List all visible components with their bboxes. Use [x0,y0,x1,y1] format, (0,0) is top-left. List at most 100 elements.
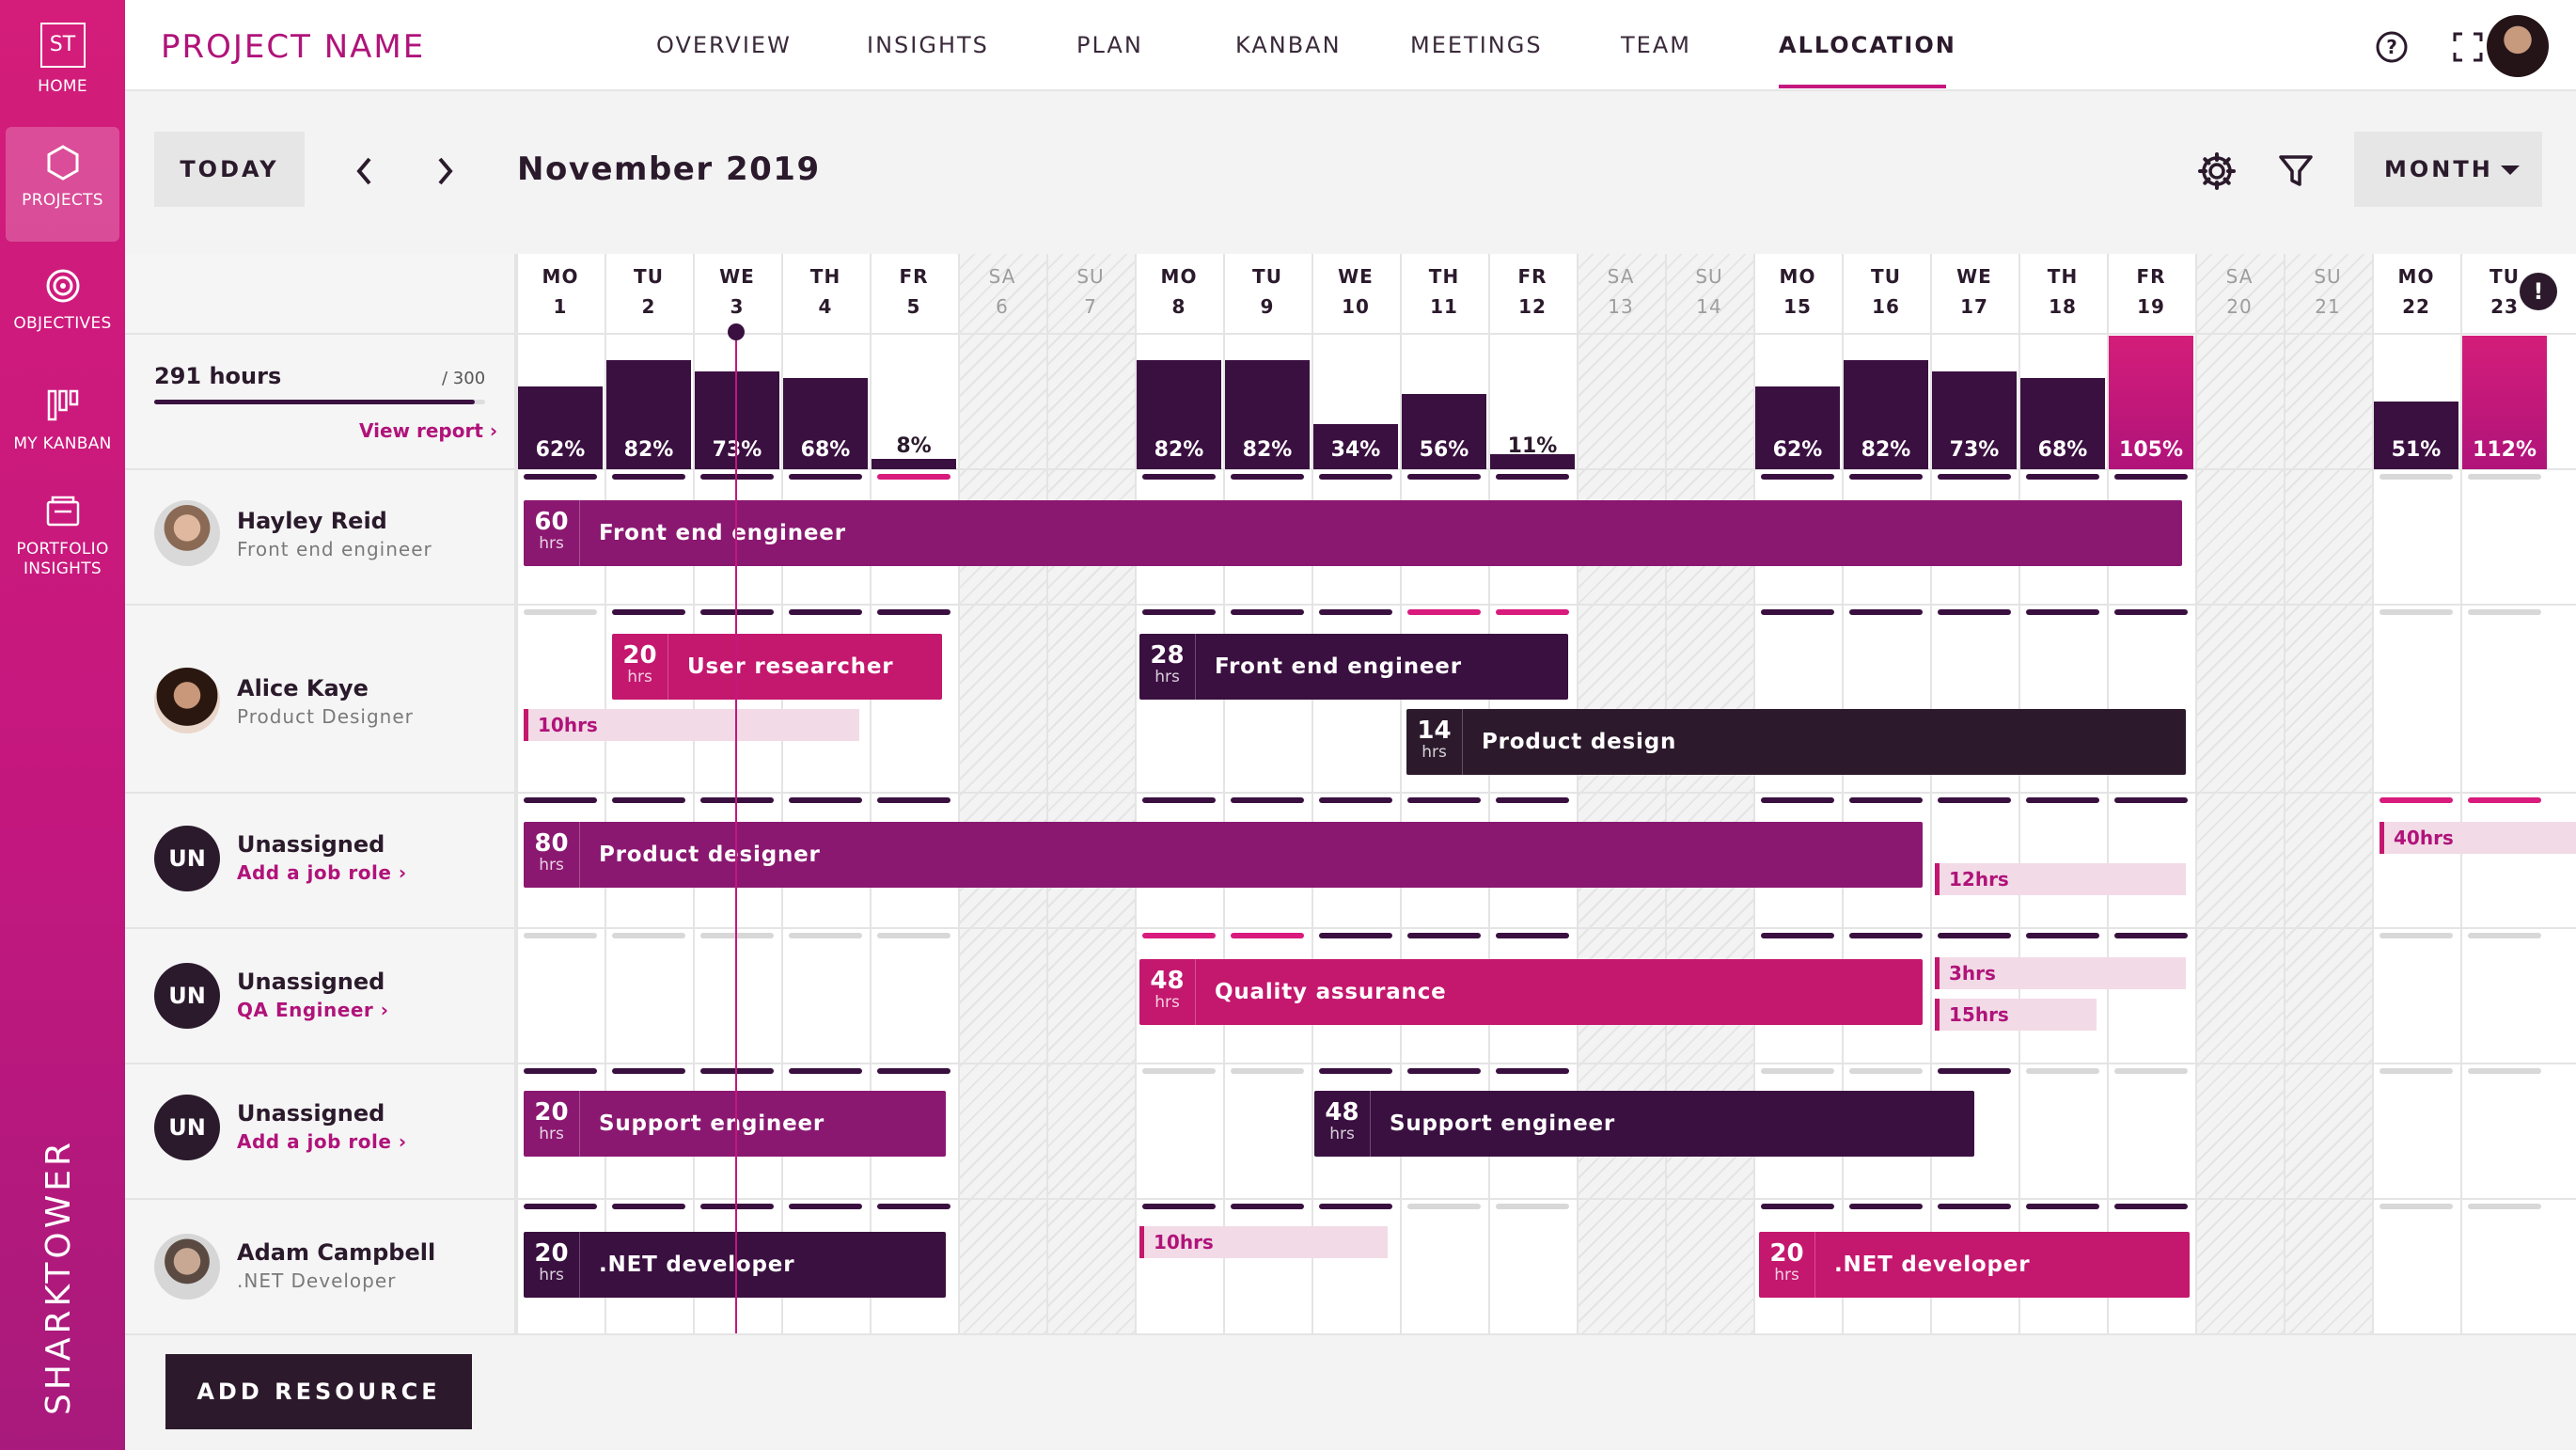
utilization-bar[interactable]: 68% [2020,378,2105,469]
allocation-bar[interactable]: 20 hrs User researcher [612,634,942,700]
daily-load-indicator [1938,1204,2011,1209]
allocation-bar[interactable]: 14 hrs Product design [1406,709,2186,775]
daily-load-indicator [2380,1068,2453,1074]
next-month-button[interactable] [435,155,454,196]
daily-load-indicator [612,1068,685,1074]
sidebar-item-objectives[interactable]: OBJECTIVES [6,267,119,361]
tab-overview[interactable]: OVERVIEW [656,32,792,58]
daily-load-indicator [1496,1068,1569,1074]
filter-icon[interactable] [2277,152,2315,190]
utilization-bar[interactable]: 56% [1402,394,1486,469]
tab-plan[interactable]: PLAN [1076,32,1143,58]
utilization-label: 11% [1507,434,1558,458]
day-number: 10 [1342,295,1370,318]
daily-load-indicator [2468,933,2541,938]
daily-load-indicator [1319,933,1392,938]
tentative-allocation[interactable]: 15hrs [1935,999,2097,1031]
view-select[interactable]: MONTH [2354,132,2542,207]
day-number: 14 [1696,295,1722,318]
view-report-link[interactable]: View report › [359,419,498,442]
hours-capacity: / 300 [442,369,486,388]
day-of-week: SA [1607,265,1635,288]
sidebar-item-home[interactable]: ST HOME [6,23,119,107]
day-column [958,254,1046,1333]
utilization-bar[interactable]: 105% [2109,336,2193,469]
daily-load-indicator [789,1068,862,1074]
utilization-bar[interactable]: 8% [872,434,956,469]
daily-load-indicator [1761,1068,1834,1074]
utilization-bar[interactable]: 11% [1490,434,1575,469]
tab-kanban[interactable]: KANBAN [1235,32,1342,58]
tab-allocation[interactable]: ALLOCATION [1779,32,1956,58]
day-of-week: FR [2136,265,2166,288]
daily-load-indicator [2114,1204,2188,1209]
daily-load-indicator [1496,609,1569,615]
avatar: UN [154,1095,220,1160]
allocation-bar[interactable]: 48 hrs Support engineer [1314,1091,1974,1157]
gear-icon[interactable] [2196,150,2238,192]
day-number: 21 [2315,295,2341,318]
tentative-allocation[interactable]: 3hrs [1935,957,2186,989]
target-icon [46,269,79,303]
tentative-allocation[interactable]: 12hrs [1935,863,2186,895]
utilization-bar[interactable]: 34% [1313,423,1398,469]
utilization-bar[interactable]: 73% [1932,371,2017,469]
daily-load-indicator [1319,1204,1392,1209]
day-column [693,254,781,1333]
daily-load-indicator [1938,474,2011,480]
allocation-bar[interactable]: 20 hrs .NET developer [524,1232,946,1298]
day-header: WE 10 [1312,261,1400,322]
utilization-bar[interactable]: 51% [2374,401,2458,469]
utilization-label: 8% [896,434,932,458]
prev-month-button[interactable] [355,155,374,196]
day-of-week: TH [2047,265,2079,288]
utilization-bar[interactable]: 112% [2462,336,2547,469]
avatar: UN [154,826,220,891]
utilization-label: 34% [1330,438,1381,462]
utilization-bar[interactable]: 62% [1755,386,1840,469]
allocation-bar[interactable]: 60 hrs Front end engineer [524,500,2182,566]
daily-load-indicator [700,609,774,615]
add-resource-button[interactable]: ADD RESOURCE [165,1354,472,1429]
daily-load-indicator [2468,1204,2541,1209]
allocation-bar[interactable]: 28 hrs Front end engineer [1139,634,1568,700]
sidebar-item-projects[interactable]: PROJECTS [6,127,119,242]
allocation-bar[interactable]: 48 hrs Quality assurance [1139,959,1923,1025]
day-header: TU 9 [1223,261,1312,322]
alert-icon[interactable]: ! [2520,273,2557,310]
fullscreen-icon[interactable] [2451,30,2485,64]
utilization-bar[interactable]: 82% [1137,359,1221,469]
daily-load-indicator [524,1204,597,1209]
utilization-bar[interactable]: 82% [1225,359,1310,469]
utilization-bar[interactable]: 68% [783,378,868,469]
sidebar-item-my-kanban[interactable]: MY KANBAN [6,387,119,481]
add-job-role-link[interactable]: Add a job role › [237,861,407,884]
utilization-label: 112% [2473,438,2537,462]
tab-meetings[interactable]: MEETINGS [1410,32,1543,58]
add-job-role-link[interactable]: Add a job role › [237,1130,407,1153]
tab-insights[interactable]: INSIGHTS [867,32,989,58]
utilization-bar[interactable]: 62% [518,386,603,469]
tentative-allocation[interactable]: 40hrs [2380,822,2576,854]
day-column [2018,254,2107,1333]
allocation-bar[interactable]: 20 hrs Support engineer [524,1091,946,1157]
project-name[interactable]: PROJECT NAME [161,28,426,66]
allocation-bar[interactable]: 20 hrs .NET developer [1759,1232,2190,1298]
tentative-allocation[interactable]: 10hrs [1139,1226,1388,1258]
help-icon[interactable]: ? [2375,30,2409,64]
user-avatar[interactable] [2487,15,2549,77]
day-number: 13 [1608,295,1634,318]
day-of-week: WE [1956,265,1992,288]
allocation-bar[interactable]: 80 hrs Product designer [524,822,1923,888]
tentative-allocation[interactable]: 10hrs [524,709,859,741]
today-button[interactable]: TODAY [154,132,305,207]
avatar [154,1234,220,1300]
tab-team[interactable]: TEAM [1621,32,1691,58]
job-role-link[interactable]: QA Engineer › [237,999,389,1021]
utilization-bar[interactable]: 73% [695,371,779,469]
utilization-bar[interactable]: 82% [1844,359,1928,469]
resource-name: Hayley Reid [237,508,387,534]
sidebar-item-portfolio-insights[interactable]: PORTFOLIO INSIGHTS [6,493,119,606]
utilization-bar[interactable]: 82% [606,359,691,469]
hexagon-icon [47,145,78,181]
